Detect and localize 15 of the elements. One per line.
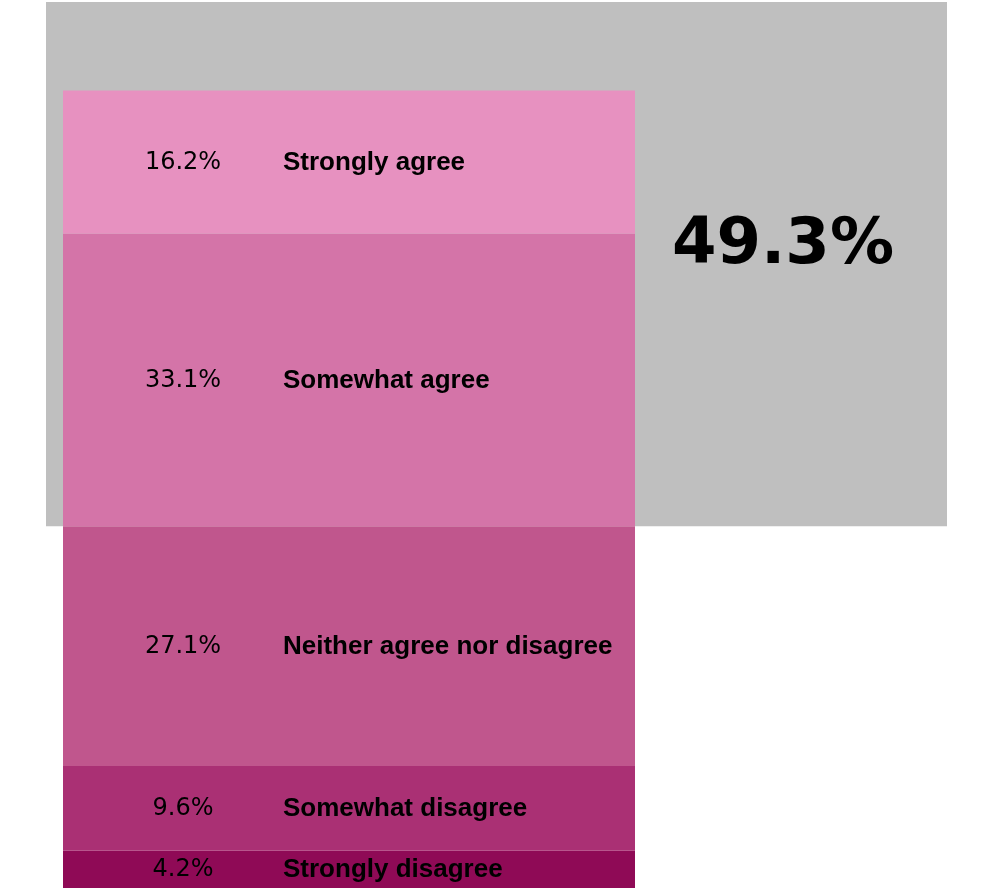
data-label: 16.2% xyxy=(144,147,222,176)
series-label: Strongly agree xyxy=(283,146,466,177)
series-label: Neither agree nor disagree xyxy=(283,630,613,661)
bar xyxy=(63,90,635,234)
data-label: 4.2% xyxy=(152,854,214,883)
data-label: 33.1% xyxy=(144,365,222,394)
series-label: Somewhat agree xyxy=(283,364,490,395)
bar xyxy=(63,233,635,527)
data-label: 27.1% xyxy=(144,631,222,660)
band-label: 49.3% xyxy=(671,204,895,279)
bar xyxy=(63,526,635,766)
bar xyxy=(63,765,635,851)
series-label: Strongly disagree xyxy=(283,853,503,884)
data-label: 9.6% xyxy=(152,793,214,822)
series-label: Somewhat disagree xyxy=(283,792,528,823)
